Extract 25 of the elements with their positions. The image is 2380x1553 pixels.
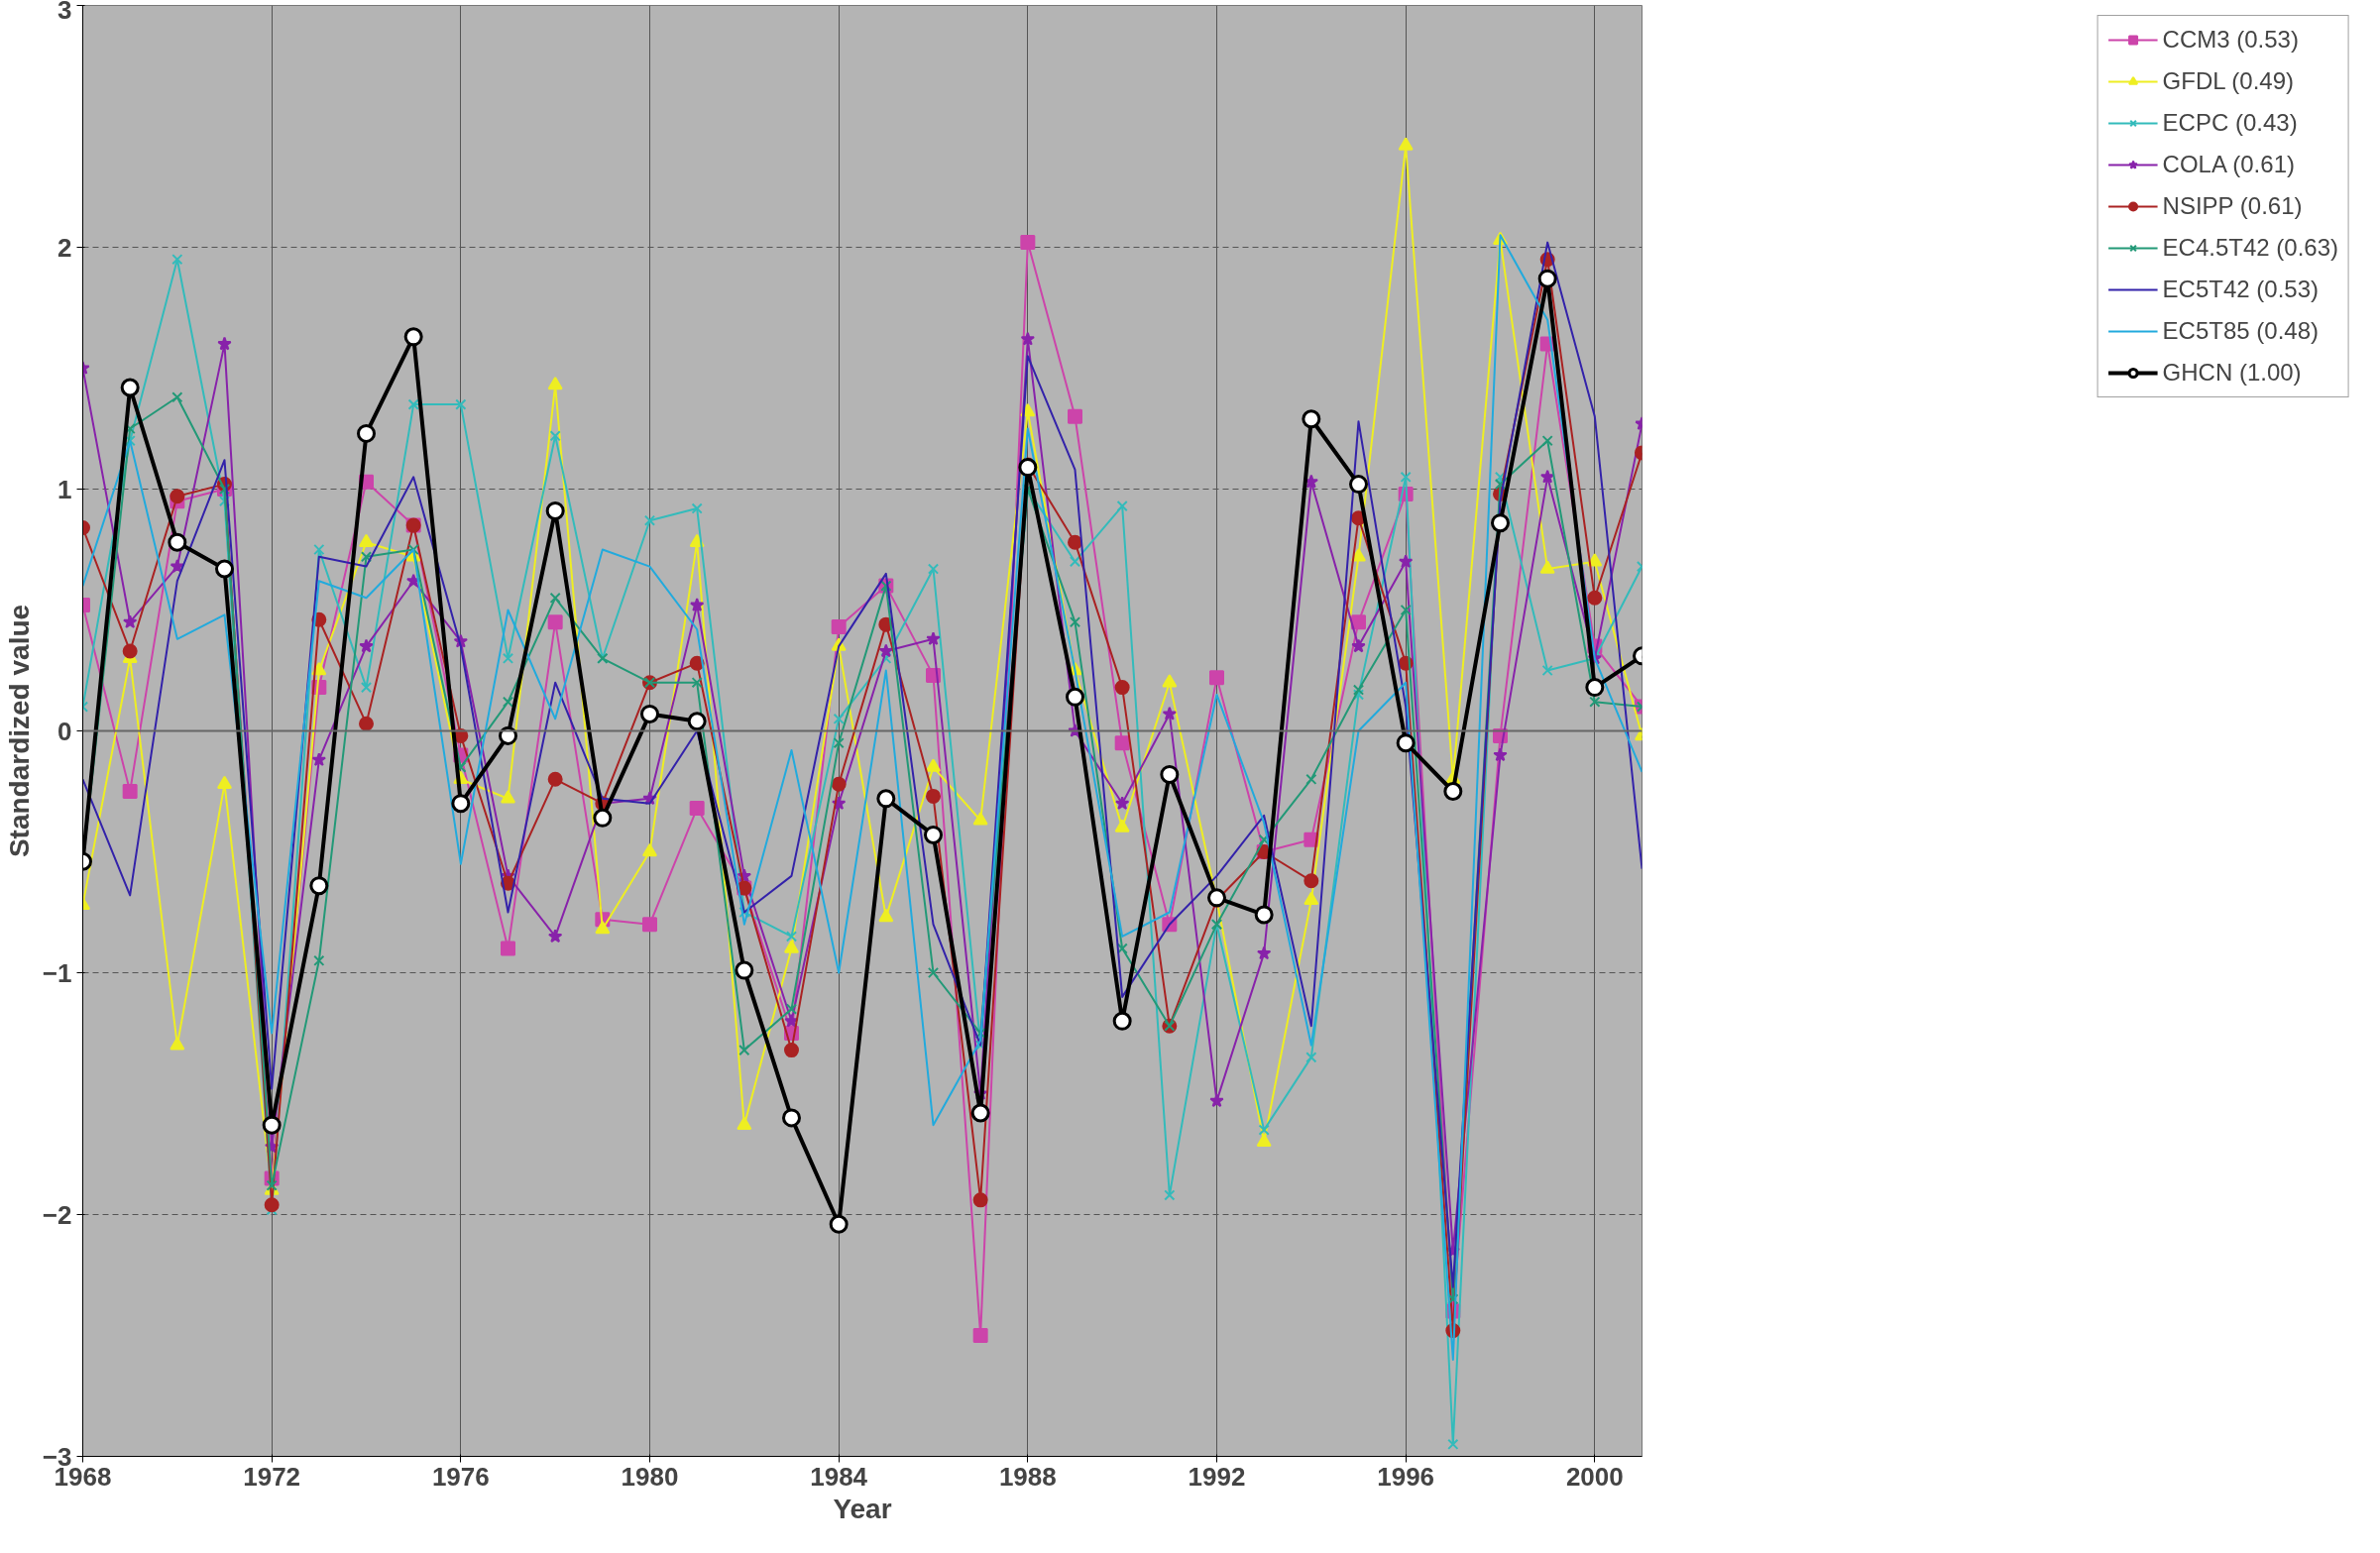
y-tick-label: −2 (42, 1199, 72, 1230)
legend-label: GHCN (1.00) (2162, 359, 2302, 387)
legend-label: ECPC (0.43) (2162, 109, 2298, 137)
x-tick-label: 1988 (998, 1461, 1057, 1492)
legend-label: GFDL (0.49) (2162, 67, 2295, 95)
y-tick-label: 0 (57, 716, 72, 746)
legend-label: COLA (0.61) (2162, 151, 2295, 178)
x-tick-label: 1972 (243, 1461, 301, 1492)
x-axis-title: Year (833, 1493, 892, 1524)
x-tick-label: 2000 (1565, 1461, 1624, 1492)
y-tick-label: 2 (57, 232, 72, 263)
x-tick-label: 1992 (1188, 1461, 1246, 1492)
x-tick-label: 1976 (431, 1461, 490, 1492)
y-tick-label: −1 (42, 957, 72, 988)
y-tick-label: 1 (57, 474, 72, 504)
legend-label: EC5T42 (0.53) (2162, 276, 2319, 303)
legend-label: NSIPP (0.61) (2162, 192, 2303, 220)
legend-label: EC5T85 (0.48) (2162, 317, 2319, 345)
y-tick-label: 3 (57, 0, 72, 25)
x-tick-label: 1984 (810, 1461, 868, 1492)
x-tick-label: 1996 (1377, 1461, 1435, 1492)
x-tick-label: 1980 (621, 1461, 679, 1492)
legend-label: EC4.5T42 (0.63) (2162, 234, 2338, 262)
legend-label: CCM3 (0.53) (2162, 26, 2299, 54)
y-axis-title: Standardized value (3, 604, 35, 858)
